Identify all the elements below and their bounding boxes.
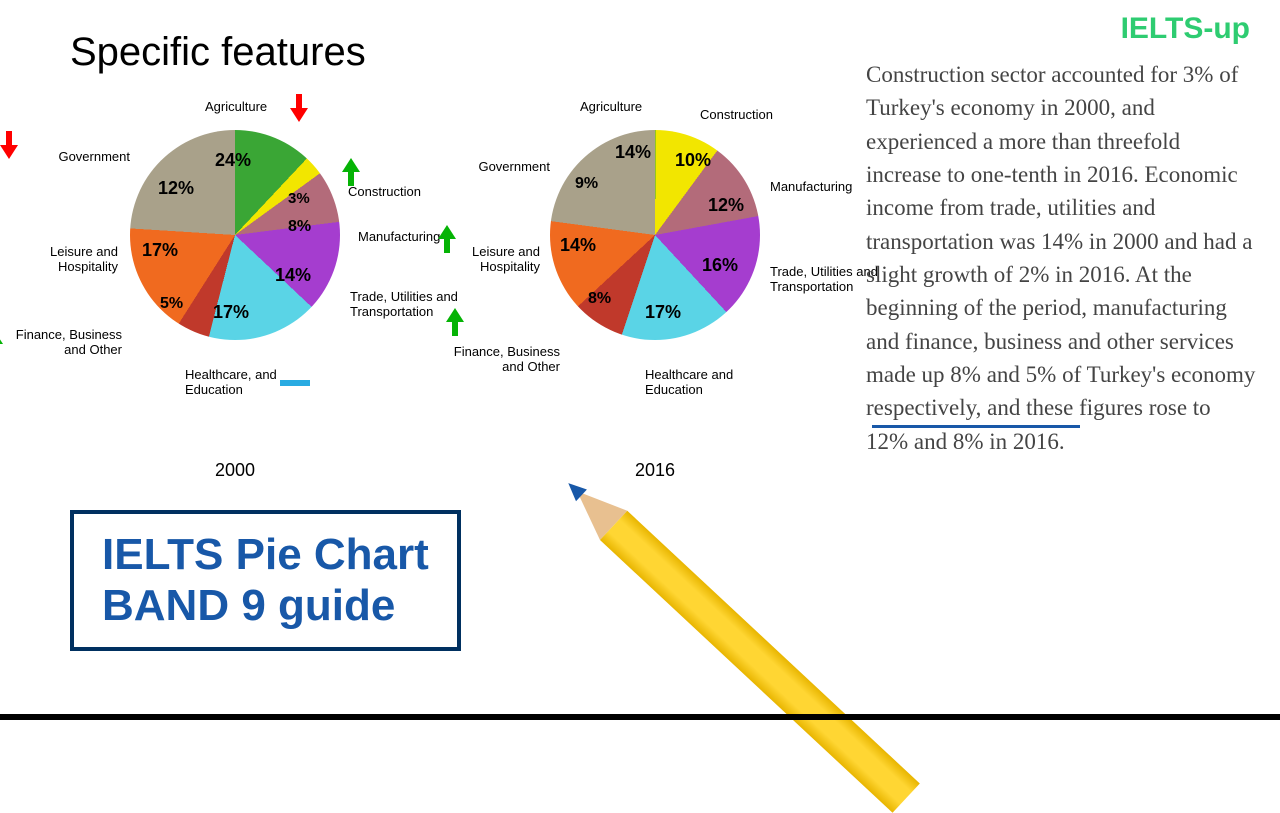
page-title: Specific features	[70, 30, 366, 75]
pct-leisure-2016: 14%	[560, 235, 596, 256]
lbl-agriculture-2016: Agriculture	[580, 100, 640, 115]
lbl-finance-2016: Finance, Business and Other	[440, 345, 560, 375]
arrow-government	[0, 145, 18, 159]
lbl-government-2016: Government	[430, 160, 550, 175]
pct-government-2016: 9%	[575, 175, 598, 193]
pie-2000: 24% 3% 8% 14% 17% 5% 17% 12% Agriculture…	[30, 90, 430, 470]
pct-finance-2016: 8%	[588, 290, 611, 308]
pct-construction-2000: 3%	[288, 190, 310, 207]
title-line1: IELTS Pie Chart	[102, 530, 429, 581]
title-line2: BAND 9 guide	[102, 581, 429, 632]
pct-manufacturing-2000: 8%	[288, 218, 311, 236]
pct-construction-2016: 10%	[675, 150, 711, 171]
pct-finance-2000: 5%	[160, 295, 183, 313]
pct-trade-2000: 14%	[275, 265, 311, 286]
arrow-agriculture	[290, 108, 308, 122]
pct-healthcare-2000: 17%	[213, 302, 249, 323]
pct-agriculture-2000: 24%	[215, 150, 251, 171]
pct-government-2000: 12%	[158, 178, 194, 199]
pct-agriculture-2016: 14%	[615, 142, 651, 163]
year-2000: 2000	[130, 460, 340, 481]
lbl-leisure-2016: Leisure and Hospitality	[420, 245, 540, 275]
arrow-construction	[342, 158, 360, 172]
lbl-leisure-2000: Leisure and Hospitality	[0, 245, 118, 275]
dash-healthcare	[280, 380, 310, 386]
pct-trade-2016: 16%	[702, 255, 738, 276]
pct-manufacturing-2016: 12%	[708, 195, 744, 216]
title-box: IELTS Pie Chart BAND 9 guide	[70, 510, 461, 651]
arrow-finance	[0, 330, 3, 344]
lbl-government-2000: Government	[10, 150, 130, 165]
bottom-bar	[0, 714, 1280, 720]
pct-healthcare-2016: 17%	[645, 302, 681, 323]
pct-leisure-2000: 17%	[142, 240, 178, 261]
brand-logo: IELTS-up	[1121, 12, 1250, 46]
lbl-finance-2000: Finance, Business and Other	[2, 328, 122, 358]
lbl-construction-2016: Construction	[700, 108, 820, 123]
